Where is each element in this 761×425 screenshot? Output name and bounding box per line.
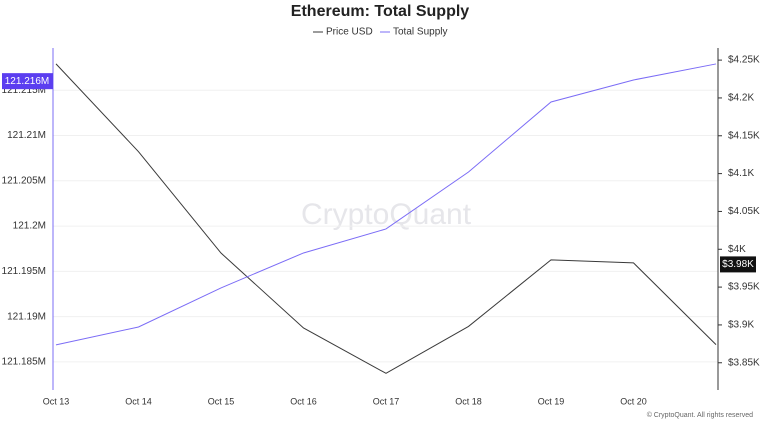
x-tick-label: Oct 20 [620, 396, 647, 406]
chart-title: Ethereum: Total Supply [291, 3, 469, 20]
x-tick-label: Oct 18 [455, 396, 482, 406]
value-marker-label: 121.216M [5, 76, 49, 87]
legend-label: Total Supply [393, 27, 447, 38]
watermark: CryptoQuant [301, 198, 472, 231]
y2-tick-label: $4.2K [728, 93, 754, 104]
x-tick-label: Oct 19 [538, 396, 565, 406]
copyright: © CryptoQuant. All rights reserved [647, 411, 753, 419]
y2-tick-label: $4K [728, 244, 746, 255]
x-tick-label: Oct 14 [125, 396, 152, 406]
series-line [55, 63, 717, 374]
y-tick-label: 121.185M [2, 357, 46, 368]
y-tick-label: 121.19M [7, 311, 46, 322]
series-line [55, 63, 717, 346]
value-marker-label: $3.98K [722, 259, 754, 270]
y-tick-label: 121.21M [7, 130, 46, 141]
y2-tick-label: $4.25K [728, 55, 760, 66]
y2-tick-label: $4.15K [728, 130, 760, 141]
x-tick-label: Oct 15 [208, 396, 235, 406]
y-tick-label: 121.205M [2, 175, 46, 186]
x-tick-label: Oct 17 [373, 396, 400, 406]
y2-tick-label: $4.1K [728, 168, 754, 179]
y2-tick-label: $4.05K [728, 206, 760, 217]
y-tick-label: 121.2M [13, 221, 46, 232]
value-marker [720, 256, 756, 273]
legend-label: Price USD [326, 27, 373, 38]
x-tick-label: Oct 16 [290, 396, 317, 406]
y2-tick-label: $3.9K [728, 320, 754, 331]
value-marker [2, 73, 53, 90]
y-tick-label: 121.215M [2, 85, 46, 96]
y2-tick-label: $3.95K [728, 282, 760, 293]
x-tick-label: Oct 13 [43, 396, 70, 406]
y2-tick-label: $3.85K [728, 357, 760, 368]
y-tick-label: 121.195M [2, 266, 46, 277]
